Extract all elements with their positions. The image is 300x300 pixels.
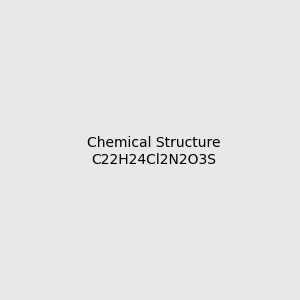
Text: Chemical Structure
C22H24Cl2N2O3S: Chemical Structure C22H24Cl2N2O3S bbox=[87, 136, 220, 166]
